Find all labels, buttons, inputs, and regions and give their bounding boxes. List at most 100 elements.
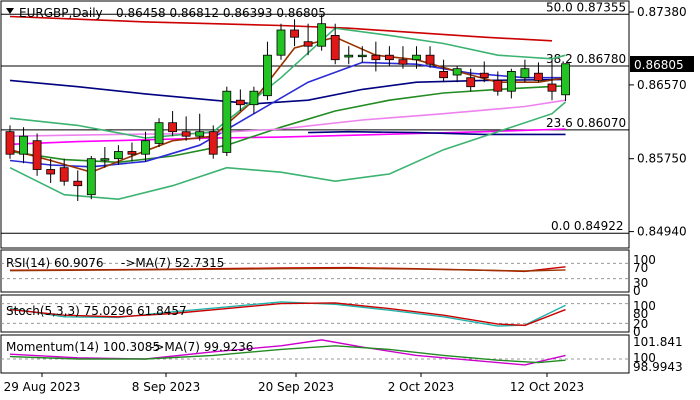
stoch-tick-label: 20 bbox=[633, 317, 648, 331]
candle-body-down bbox=[466, 77, 476, 88]
momentum-panel-frame bbox=[0, 334, 630, 374]
candle-body-down bbox=[547, 83, 557, 92]
x-tick-label: 2 Oct 2023 bbox=[388, 380, 455, 394]
indicator-line bbox=[9, 85, 566, 164]
rsi-label: RSI(14) 60.9076 bbox=[6, 256, 104, 270]
candle bbox=[384, 46, 394, 66]
candle-body-up bbox=[86, 158, 96, 196]
candle-body-down bbox=[330, 35, 340, 61]
candle bbox=[154, 118, 164, 147]
symbol-label: EURGBP,Daily bbox=[19, 6, 103, 20]
y-tick-label: 0.86570 bbox=[637, 78, 687, 92]
candle bbox=[412, 46, 421, 69]
candle bbox=[330, 23, 340, 65]
candle-body-down bbox=[493, 80, 503, 92]
candle bbox=[168, 111, 178, 137]
ohlc-values: 0.86458 0.86812 0.86393 0.86805 bbox=[116, 6, 326, 20]
candle-body-down bbox=[534, 72, 543, 81]
x-axis: 29 Aug 2023 8 Sep 2023 20 Sep 2023 2 Oct 20… bbox=[4, 373, 584, 394]
momentum-ma-label: ->MA(7) 99.9236 bbox=[150, 340, 253, 354]
stoch-tick-label: 100 bbox=[633, 299, 656, 313]
fib-level-label: 38.2 0.86780 bbox=[546, 52, 626, 66]
y-tick-label: 0.84940 bbox=[637, 225, 687, 239]
candle bbox=[141, 131, 150, 162]
price-badge-box bbox=[630, 56, 694, 72]
candle-body-down bbox=[127, 151, 137, 155]
chart-header: EURGBP,Daily 0.86458 0.86812 0.86393 0.8… bbox=[6, 6, 326, 20]
rsi-ma-label: ->MA(7) 52.7315 bbox=[121, 256, 224, 270]
candle bbox=[398, 46, 408, 69]
momentum-label: Momentum(14) 100.3085 bbox=[6, 340, 160, 354]
candle-body-down bbox=[59, 167, 69, 182]
candle-body-up bbox=[344, 54, 354, 58]
candle bbox=[439, 59, 449, 83]
candle bbox=[534, 62, 543, 83]
candle bbox=[32, 133, 42, 176]
candle-body-up bbox=[263, 54, 272, 97]
candle bbox=[73, 170, 83, 201]
candle bbox=[520, 59, 530, 83]
candle bbox=[114, 145, 123, 165]
candle-body-up bbox=[195, 131, 205, 137]
oscillator-line bbox=[9, 267, 566, 272]
oscillator-line bbox=[9, 345, 566, 364]
candle bbox=[5, 125, 15, 159]
price-badge-text: 0.86805 bbox=[634, 58, 684, 72]
candle-body-up bbox=[561, 63, 570, 96]
candle-body-up bbox=[520, 68, 530, 79]
candle-body-up bbox=[506, 71, 516, 92]
candle-body-down bbox=[479, 72, 489, 79]
candle-body-down bbox=[371, 54, 381, 61]
candle bbox=[493, 71, 503, 96]
candle bbox=[100, 147, 110, 168]
dropdown-triangle-icon[interactable] bbox=[6, 8, 14, 14]
candle bbox=[195, 113, 205, 141]
fib-level-label: 50.0 0.87355 bbox=[546, 0, 626, 14]
candle bbox=[371, 41, 381, 72]
candle bbox=[249, 86, 259, 114]
y-tick-label: 0.87380 bbox=[637, 5, 687, 19]
indicator-line bbox=[308, 130, 566, 136]
candle-body-down bbox=[181, 131, 191, 137]
momentum-tick-label: 100 bbox=[633, 351, 656, 365]
candle-body-down bbox=[384, 54, 394, 61]
candle-body-down bbox=[73, 180, 83, 187]
rsi-tick-label: 0 bbox=[633, 284, 641, 298]
rsi-tick-label: 30 bbox=[633, 276, 648, 290]
candle bbox=[303, 23, 313, 56]
candle bbox=[317, 14, 327, 51]
stoch-tick-label: 80 bbox=[633, 307, 648, 321]
candle-body-down bbox=[398, 59, 408, 65]
candle bbox=[86, 156, 96, 200]
x-tick-label: 8 Sep 2023 bbox=[132, 380, 200, 394]
candle bbox=[425, 46, 435, 68]
candle-body-down bbox=[235, 99, 245, 106]
candle bbox=[344, 46, 354, 65]
indicator-line bbox=[9, 99, 566, 137]
fib-level-label: 0.0 0.84922 bbox=[551, 219, 624, 233]
indicator-line bbox=[9, 128, 566, 146]
candle bbox=[506, 68, 516, 99]
indicator-line bbox=[9, 101, 567, 201]
candle-body-down bbox=[425, 54, 435, 65]
candle-body-up bbox=[114, 151, 123, 160]
indicator-line bbox=[9, 61, 566, 168]
candle bbox=[276, 23, 286, 60]
x-tick-label: 12 Oct 2023 bbox=[510, 380, 584, 394]
fib-level-label: 23.6 0.86070 bbox=[546, 116, 626, 130]
stoch-label: Stoch(5,3,3) 75.0296 61.8457 bbox=[6, 304, 187, 318]
rsi-tick-label: 100 bbox=[633, 253, 656, 267]
candle-body-up bbox=[100, 158, 110, 161]
stoch-tick-label: 0 bbox=[633, 325, 641, 339]
candle bbox=[357, 46, 367, 63]
candle-body-down bbox=[46, 169, 56, 175]
stoch-panel-frame bbox=[0, 294, 630, 333]
candle-body-up bbox=[317, 23, 327, 47]
candle bbox=[452, 66, 462, 83]
candle-body-up bbox=[249, 90, 259, 106]
y-tick-label: 0.85750 bbox=[637, 152, 687, 166]
